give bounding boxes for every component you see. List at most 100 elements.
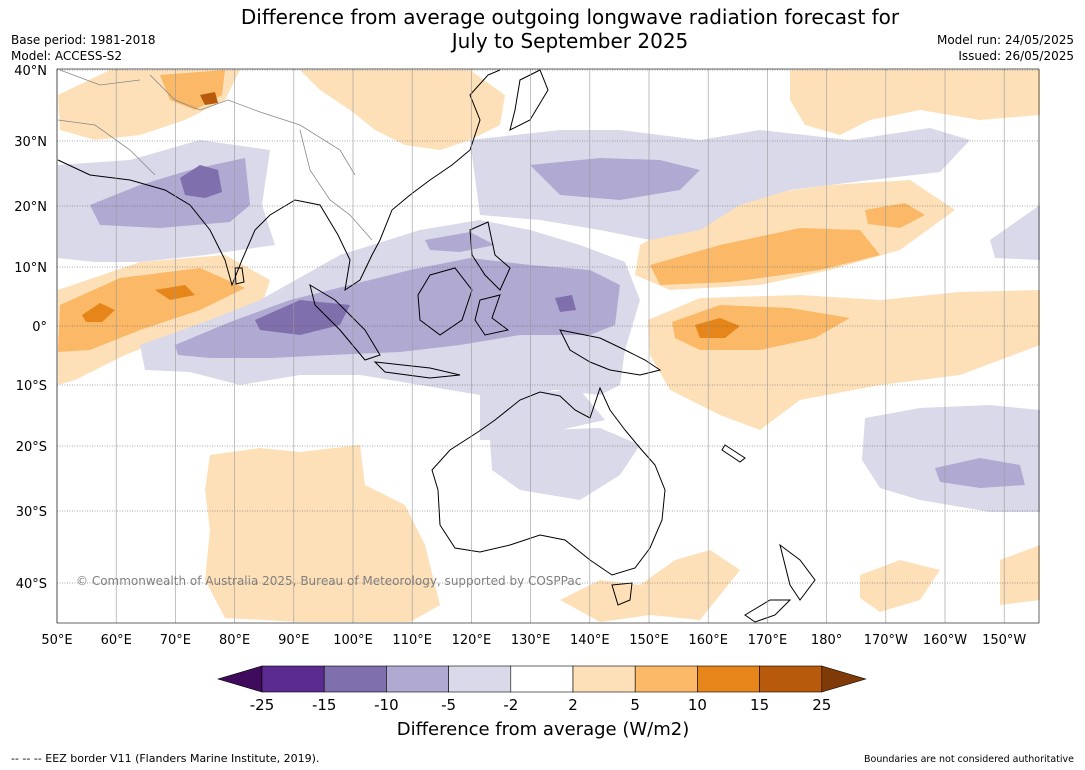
longitude-label: 130°E	[511, 633, 551, 648]
anomaly-region-negative	[180, 165, 222, 198]
anomaly-region-positive	[560, 550, 740, 622]
title-line-1: Difference from average outgoing longwav…	[240, 5, 900, 29]
border-line	[57, 119, 156, 176]
colorbar-extend-high	[821, 665, 867, 693]
latitude-label: 30°N	[14, 135, 47, 150]
longitude-label: 100°E	[333, 633, 373, 648]
tasmania-coastline	[611, 582, 633, 606]
colorbar-bin	[448, 665, 512, 693]
anomaly-region-negative	[490, 428, 640, 500]
meta-right: Model run: 24/05/2025 Issued: 26/05/2025	[937, 32, 1074, 64]
colorbar-tick-label: -2	[503, 696, 518, 714]
latitude-label: 0°	[32, 320, 47, 335]
anomaly-region-positive	[650, 228, 880, 285]
land-borders	[57, 69, 373, 241]
colorbar-tick-label: 10	[688, 696, 707, 714]
longitude-label: 80°E	[219, 633, 250, 648]
colorbar-bin	[510, 665, 574, 693]
anomaly-region-negative	[530, 158, 700, 200]
latitude-label: 20°S	[16, 440, 47, 455]
colorbar-tick-label: -15	[312, 696, 337, 714]
anomaly-region-negative	[935, 458, 1025, 488]
new-zealand-coastline	[744, 543, 816, 623]
anomaly-field	[58, 70, 1040, 622]
colorbar-bin	[697, 665, 760, 693]
colorbar-bin	[261, 665, 325, 693]
base-period: Base period: 1981-2018	[11, 33, 156, 47]
longitude-label: 170°E	[748, 633, 788, 648]
colorbar-bin	[323, 665, 387, 693]
asia-coastline	[57, 69, 501, 292]
title-line-2: July to September 2025	[451, 29, 689, 53]
model-name: Model: ACCESS-S2	[11, 49, 123, 63]
meta-left: Base period: 1981-2018 Model: ACCESS-S2	[11, 32, 156, 64]
eez-note: -- -- -- EEZ border V11 (Flanders Marine…	[11, 752, 320, 765]
new-caledonia-coastline	[721, 444, 746, 463]
new-guinea-coastline	[559, 329, 662, 376]
anomaly-region-positive	[82, 303, 115, 322]
colorbar-bin	[572, 665, 636, 693]
colorbar-tick-label: 15	[750, 696, 769, 714]
longitude-label: 90°E	[278, 633, 309, 648]
anomaly-region-positive	[300, 70, 505, 150]
sulawesi-coastline	[474, 294, 510, 336]
colorbar-tick-label: -10	[374, 696, 399, 714]
anomaly-region-positive	[200, 92, 218, 105]
colorbar-bin	[386, 665, 449, 693]
longitude-label: 70°E	[160, 633, 191, 648]
border-line	[59, 69, 141, 86]
longitude-label: 60°E	[101, 633, 132, 648]
copyright-watermark: © Commonwealth of Australia 2025, Bureau…	[76, 574, 581, 588]
chart-title: Difference from average outgoing longwav…	[0, 5, 1085, 53]
longitude-label: 160°E	[688, 633, 728, 648]
latitude-label: 20°N	[14, 200, 47, 215]
latitude-labels: 40°N 30°N 20°N 10°N 0° 10°S 20°S 30°S 40°S	[14, 64, 47, 592]
longitude-label: 110°E	[392, 633, 432, 648]
australia-coastline	[431, 386, 666, 576]
colorbar-tick-label: -25	[250, 696, 275, 714]
colorbar-tick-label: 5	[630, 696, 640, 714]
anomaly-region-positive	[672, 305, 850, 350]
colorbar-extend-low	[216, 665, 263, 693]
colorbar-tick-label: 2	[568, 696, 578, 714]
borneo-coastline	[417, 267, 473, 336]
issued-date: Issued: 26/05/2025	[958, 49, 1074, 63]
longitude-label: 170°W	[864, 633, 908, 648]
longitude-label: 140°E	[570, 633, 610, 648]
latitude-label: 40°N	[14, 64, 47, 79]
graticule	[56, 69, 1039, 623]
anomaly-region-positive	[155, 285, 195, 300]
anomaly-region-negative	[425, 232, 495, 252]
anomaly-region-negative	[480, 390, 605, 440]
model-run: Model run: 24/05/2025	[936, 33, 1074, 47]
philippines-coastline	[469, 221, 511, 291]
longitude-label: 150°W	[982, 633, 1026, 648]
anomaly-region-negative	[255, 300, 350, 335]
japan-coastline	[509, 69, 549, 131]
longitude-label: 160°W	[923, 633, 967, 648]
anomaly-region-negative	[470, 128, 970, 240]
boundary-note: Boundaries are not considered authoritat…	[864, 754, 1074, 765]
latitude-label: 10°S	[16, 379, 47, 394]
anomaly-region-positive	[865, 203, 925, 228]
colorbar-bin	[634, 665, 698, 693]
anomaly-region-positive	[695, 318, 740, 338]
border-line	[149, 74, 356, 176]
sumatra-coastline	[309, 283, 381, 361]
sri-lanka-coastline	[234, 267, 245, 285]
border-line	[299, 129, 373, 241]
java-coastline	[373, 361, 461, 379]
colorbar-tick-label: -5	[441, 696, 456, 714]
colorbar-tick-label: 25	[812, 696, 831, 714]
latitude-label: 10°N	[14, 261, 47, 276]
longitude-label: 150°E	[629, 633, 669, 648]
anomaly-region-positive	[1000, 545, 1040, 605]
map-frame	[56, 68, 1040, 624]
colorbar-tick-labels: -25 -15 -10 -5 -2 2 5 10 15 25	[250, 696, 832, 714]
longitude-label: 180°	[811, 633, 842, 648]
colorbar-title: Difference from average (W/m2)	[396, 719, 690, 740]
latitude-label: 40°S	[16, 577, 47, 592]
latitude-label: 30°S	[16, 505, 47, 520]
anomaly-region-positive	[790, 70, 1040, 135]
